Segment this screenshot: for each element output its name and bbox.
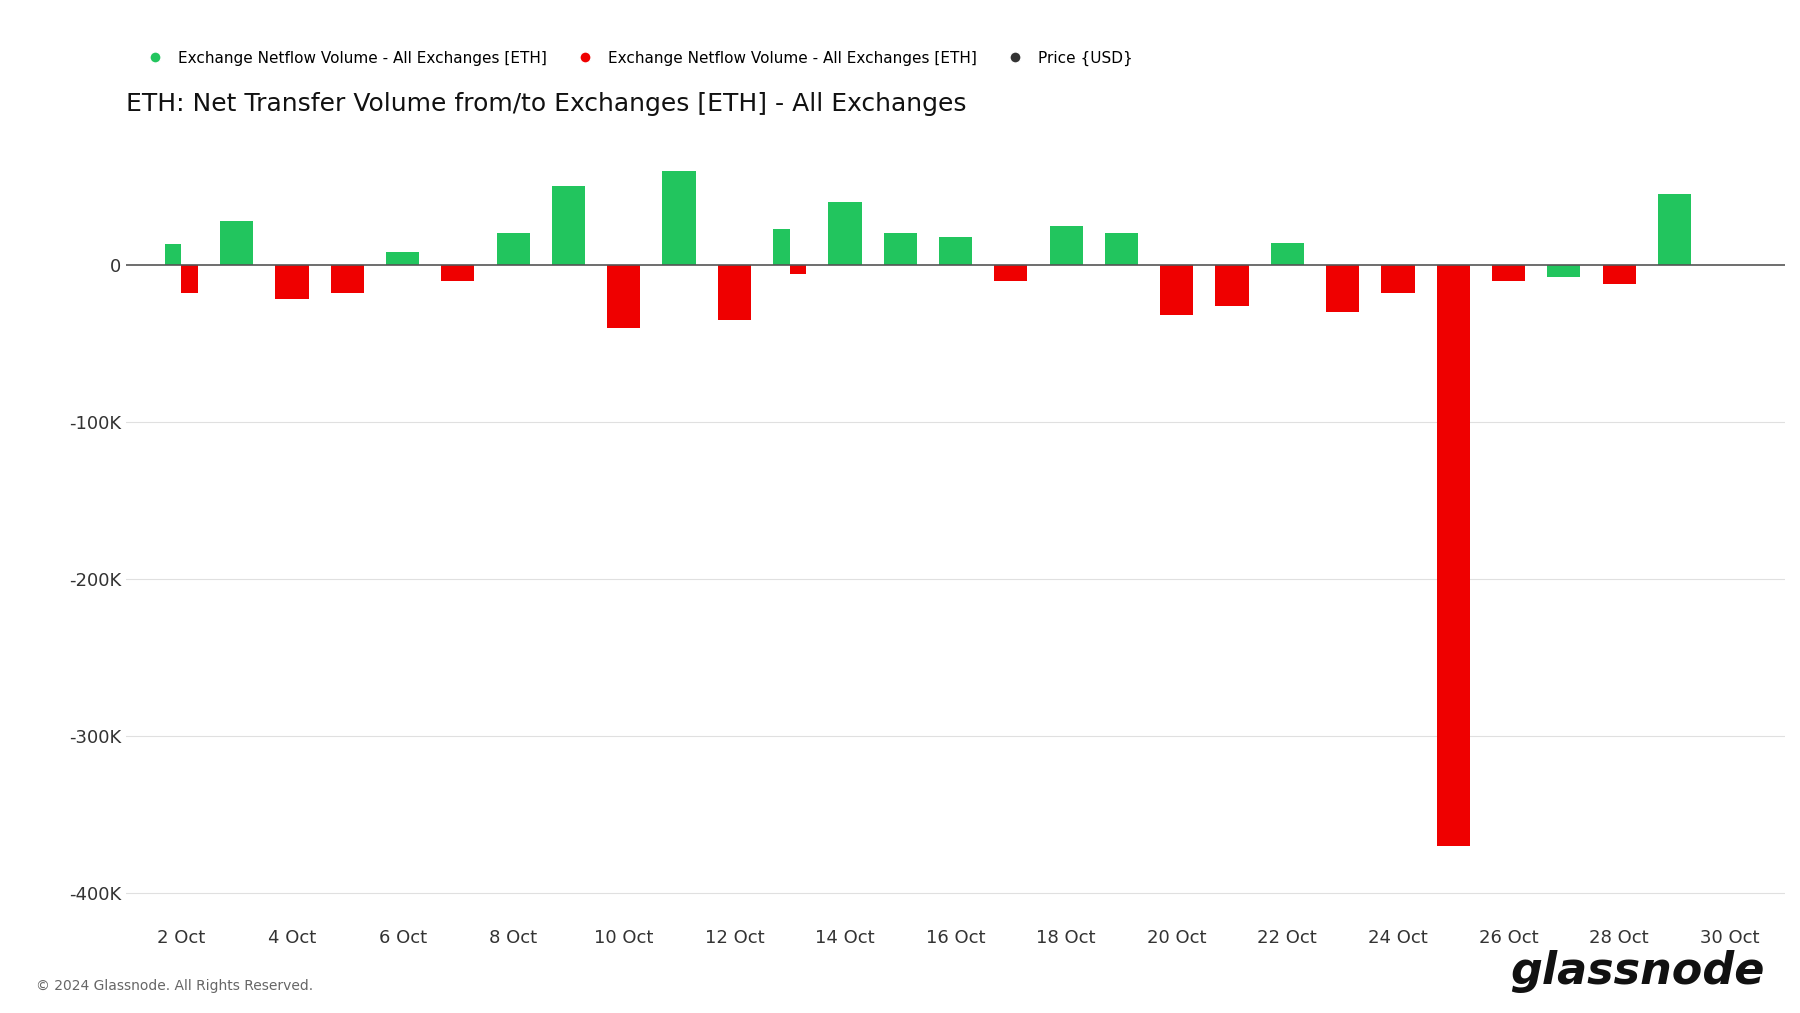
Bar bbox=[1271, 243, 1303, 264]
Bar bbox=[385, 252, 419, 264]
Bar bbox=[182, 264, 198, 293]
Bar bbox=[828, 202, 862, 264]
Bar bbox=[662, 170, 695, 264]
Bar bbox=[772, 229, 790, 264]
Bar bbox=[884, 233, 916, 264]
Legend: Exchange Netflow Volume - All Exchanges [ETH], Exchange Netflow Volume - All Exc: Exchange Netflow Volume - All Exchanges … bbox=[133, 45, 1139, 72]
Bar bbox=[1602, 264, 1636, 284]
Bar bbox=[1161, 264, 1193, 315]
Bar bbox=[607, 264, 641, 327]
Bar bbox=[275, 264, 308, 300]
Bar bbox=[1049, 226, 1084, 264]
Bar bbox=[1436, 264, 1471, 846]
Bar bbox=[1327, 264, 1359, 312]
Bar bbox=[220, 221, 254, 264]
Bar bbox=[1492, 264, 1525, 281]
Bar bbox=[994, 264, 1028, 281]
Bar bbox=[441, 264, 475, 281]
Bar bbox=[1105, 233, 1138, 264]
Bar bbox=[1548, 264, 1580, 278]
Bar bbox=[718, 264, 751, 320]
Text: glassnode: glassnode bbox=[1510, 950, 1764, 993]
Bar bbox=[553, 186, 585, 264]
Bar bbox=[940, 236, 972, 264]
Text: ETH: Net Transfer Volume from/to Exchanges [ETH] - All Exchanges: ETH: Net Transfer Volume from/to Exchang… bbox=[126, 92, 967, 116]
Bar bbox=[1658, 194, 1690, 264]
Bar bbox=[790, 264, 806, 275]
Bar bbox=[1215, 264, 1249, 306]
Bar bbox=[497, 233, 529, 264]
Bar bbox=[331, 264, 364, 293]
Bar bbox=[1381, 264, 1415, 293]
Bar bbox=[166, 244, 182, 264]
Text: © 2024 Glassnode. All Rights Reserved.: © 2024 Glassnode. All Rights Reserved. bbox=[36, 979, 313, 993]
